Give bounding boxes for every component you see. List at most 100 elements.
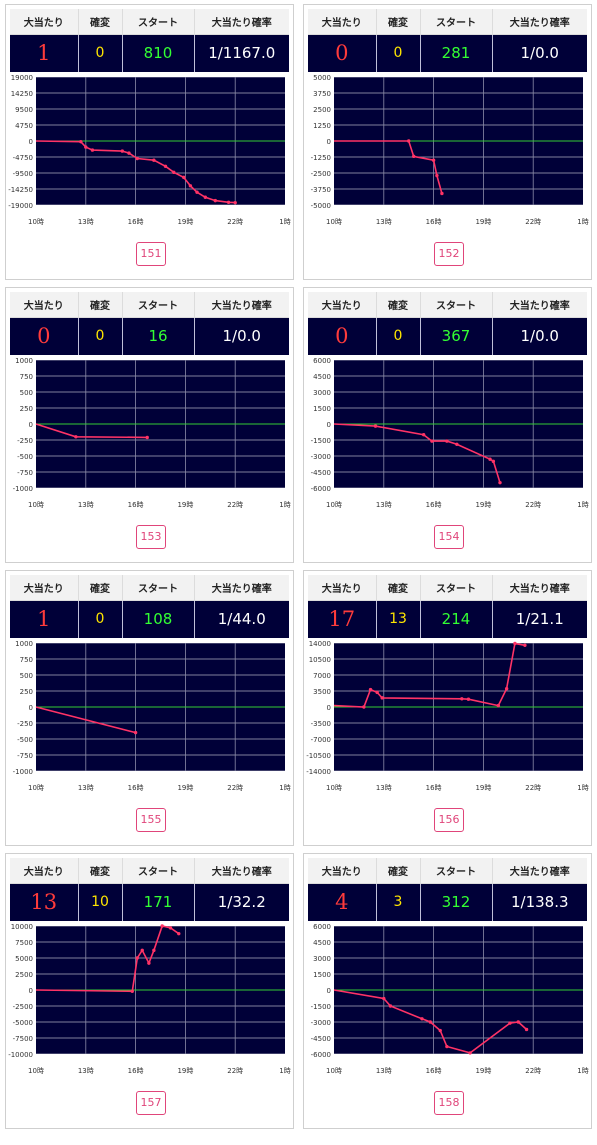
header-start: スタート bbox=[420, 292, 493, 318]
y-tick-label: -14250 bbox=[8, 186, 33, 194]
start-value: 367 bbox=[420, 317, 493, 355]
header-start: スタート bbox=[420, 575, 493, 601]
y-tick-label: 14250 bbox=[11, 90, 33, 98]
start-value: 281 bbox=[420, 34, 493, 72]
kakuhen-value: 13 bbox=[376, 600, 421, 638]
header-hits: 大当たり bbox=[10, 575, 79, 601]
machine-number-button[interactable]: 152 bbox=[434, 242, 464, 266]
y-tick-label: -7500 bbox=[13, 1035, 33, 1043]
y-tick-label: -500 bbox=[17, 736, 33, 744]
y-tick-label: -1000 bbox=[13, 485, 33, 493]
machine-number-button[interactable]: 151 bbox=[136, 242, 166, 266]
start-value: 108 bbox=[122, 600, 195, 638]
series-line bbox=[35, 706, 136, 734]
x-tick-label: 16時 bbox=[128, 1067, 144, 1075]
data-point bbox=[438, 1028, 442, 1033]
x-tick-label: 19時 bbox=[475, 784, 491, 792]
data-point bbox=[188, 184, 193, 188]
header-rate: 大当たり確率 bbox=[492, 292, 587, 318]
slump-chart: 1000 750 500 250 0 -250 -500 -750 -1000 10時 13時 16時… bbox=[6, 358, 295, 518]
y-tick-label: 10000 bbox=[11, 924, 33, 931]
data-point bbox=[435, 173, 439, 178]
data-point bbox=[460, 697, 464, 701]
y-tick-label: -10500 bbox=[306, 752, 331, 760]
kakuhen-value: 10 bbox=[78, 883, 123, 921]
data-point bbox=[163, 164, 168, 168]
hits-value: 0 bbox=[10, 317, 79, 355]
y-tick-label: 4750 bbox=[15, 122, 33, 130]
y-tick-label: 4500 bbox=[313, 373, 331, 381]
data-point bbox=[468, 1051, 472, 1055]
data-point bbox=[226, 200, 231, 205]
y-tick-label: 19000 bbox=[11, 75, 33, 82]
x-tick-label: 22時 bbox=[525, 501, 541, 509]
data-point bbox=[445, 439, 449, 443]
y-tick-label: 9500 bbox=[15, 106, 33, 114]
header-kakuhen: 確変 bbox=[78, 9, 123, 35]
x-tick-label: 22時 bbox=[525, 1067, 541, 1075]
y-tick-label: 250 bbox=[20, 405, 33, 413]
x-tick-label: 1時 bbox=[279, 784, 290, 792]
y-tick-label: -3500 bbox=[311, 720, 331, 728]
kakuhen-value: 0 bbox=[376, 317, 421, 355]
machine-number-button[interactable]: 155 bbox=[136, 808, 166, 832]
y-tick-label: -4750 bbox=[13, 154, 33, 162]
y-tick-label: 1000 bbox=[15, 358, 33, 365]
data-point bbox=[508, 1021, 512, 1025]
x-tick-label: 10時 bbox=[28, 1067, 44, 1075]
machine-card: 大当たり 確変 スタート 大当たり確率 1 0 810 1/1167.0 190… bbox=[5, 4, 294, 280]
data-point bbox=[233, 200, 237, 205]
data-point bbox=[491, 459, 496, 464]
y-tick-label: 14000 bbox=[309, 641, 331, 648]
x-tick-label: 13時 bbox=[376, 784, 392, 792]
data-point bbox=[90, 148, 95, 152]
header-kakuhen: 確変 bbox=[78, 292, 123, 318]
y-tick-label: 0 bbox=[327, 987, 331, 995]
data-point bbox=[430, 439, 434, 443]
machine-number-button[interactable]: 157 bbox=[136, 1091, 166, 1115]
y-tick-label: 5000 bbox=[15, 955, 33, 963]
y-tick-label: 5000 bbox=[313, 75, 331, 82]
start-value: 214 bbox=[420, 600, 493, 638]
y-tick-label: -6000 bbox=[311, 1051, 331, 1059]
machine-number-button[interactable]: 153 bbox=[136, 525, 166, 549]
hits-value: 13 bbox=[10, 883, 79, 921]
machine-number-button[interactable]: 154 bbox=[434, 525, 464, 549]
y-tick-label: 1500 bbox=[313, 405, 331, 413]
machine-card: 大当たり 確変 スタート 大当たり確率 13 10 171 1/32.2 100… bbox=[5, 853, 294, 1129]
kakuhen-value: 0 bbox=[376, 34, 421, 72]
machine-number-button[interactable]: 158 bbox=[434, 1091, 464, 1115]
header-kakuhen: 確変 bbox=[376, 575, 421, 601]
data-point bbox=[195, 190, 199, 194]
data-point bbox=[445, 1044, 449, 1049]
header-rate: 大当たり確率 bbox=[194, 9, 289, 35]
data-point bbox=[488, 457, 492, 461]
x-tick-label: 22時 bbox=[227, 218, 243, 226]
x-tick-label: 1時 bbox=[577, 784, 588, 792]
x-tick-label: 10時 bbox=[326, 784, 342, 792]
y-tick-label: 0 bbox=[327, 421, 331, 429]
machine-number-button[interactable]: 156 bbox=[434, 808, 464, 832]
header-rate: 大当たり確率 bbox=[194, 292, 289, 318]
y-tick-label: -14000 bbox=[306, 768, 331, 776]
header-hits: 大当たり bbox=[10, 292, 79, 318]
x-tick-label: 16時 bbox=[128, 218, 144, 226]
data-point bbox=[523, 643, 527, 647]
data-point bbox=[213, 198, 217, 203]
data-point bbox=[74, 435, 78, 439]
stats-table: 大当たり 確変 スタート 大当たり確率 0 0 16 1/0.0 bbox=[10, 292, 289, 355]
kakuhen-value: 0 bbox=[78, 34, 123, 72]
y-tick-label: 7000 bbox=[313, 672, 331, 680]
header-hits: 大当たり bbox=[308, 575, 377, 601]
x-tick-label: 13時 bbox=[376, 501, 392, 509]
rate-value: 1/32.2 bbox=[194, 883, 289, 921]
y-tick-label: -2500 bbox=[13, 1003, 33, 1011]
x-tick-label: 22時 bbox=[227, 784, 243, 792]
x-tick-label: 19時 bbox=[177, 218, 193, 226]
data-point bbox=[172, 170, 176, 175]
y-tick-label: 1250 bbox=[313, 122, 331, 130]
data-point bbox=[152, 158, 156, 162]
y-tick-label: 0 bbox=[29, 987, 33, 995]
data-point bbox=[388, 1004, 393, 1008]
header-kakuhen: 確変 bbox=[376, 292, 421, 318]
